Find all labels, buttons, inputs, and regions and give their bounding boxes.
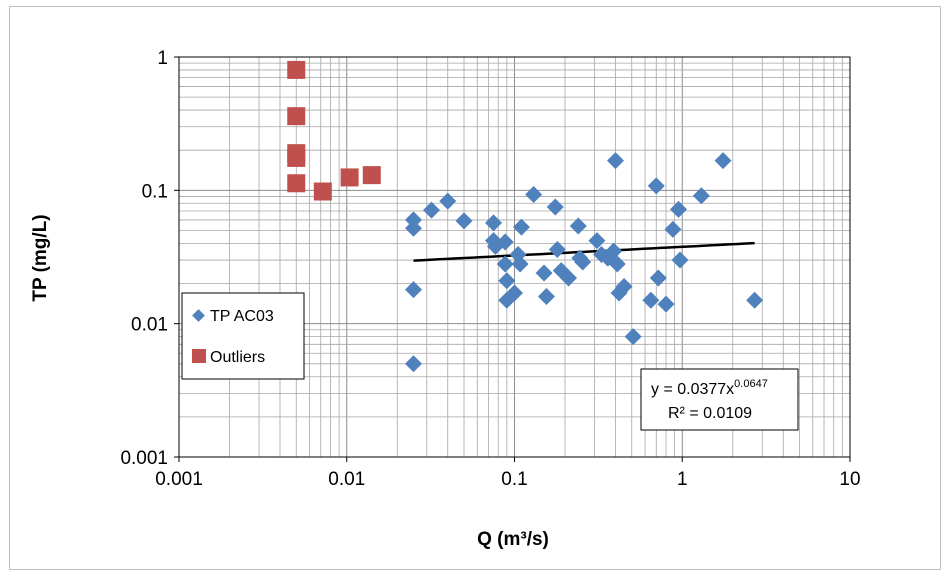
data-point-outlier	[313, 182, 332, 201]
x-tick-label: 0.1	[501, 469, 527, 490]
data-point-tp-ac03	[588, 232, 606, 250]
data-point-tp-ac03	[624, 328, 642, 346]
data-point-outlier	[287, 148, 306, 167]
y-tick-label: 0.01	[131, 315, 168, 336]
data-point-outlier	[287, 60, 306, 79]
power-trendline	[413, 241, 755, 262]
data-point-tp-ac03	[525, 186, 543, 204]
trendline-r-squared: R² = 0.0109	[668, 405, 752, 422]
data-point-tp-ac03	[511, 255, 529, 273]
x-axis-title: Q (m³/s)	[477, 529, 549, 550]
legend-marker-tp-ac03	[192, 309, 205, 322]
data-point-outlier	[362, 166, 381, 185]
x-tick-label: 0.01	[328, 469, 365, 490]
trendline-equation-box: y = 0.0377x0.0647 R² = 0.0109	[640, 368, 799, 431]
data-point-tp-ac03	[714, 152, 732, 170]
data-point-tp-ac03	[506, 284, 523, 302]
data-point-outlier	[287, 107, 306, 126]
x-tick-label: 0.001	[155, 469, 203, 490]
data-point-tp-ac03	[615, 277, 633, 295]
data-point-tp-ac03	[546, 198, 564, 216]
legend-marker-outliers	[192, 349, 206, 363]
data-point-tp-ac03	[455, 212, 473, 230]
x-tick-label: 10	[839, 469, 860, 490]
data-point-tp-ac03	[574, 253, 592, 271]
y-axis-title: TP (mg/L)	[30, 214, 51, 301]
data-point-tp-ac03	[405, 219, 423, 237]
y-tick-label: 1	[157, 48, 168, 69]
data-point-tp-ac03	[496, 255, 514, 273]
legend-label-tp-ac03: TP AC03	[210, 308, 274, 325]
data-point-tp-ac03	[512, 218, 530, 236]
data-point-tp-ac03	[535, 264, 553, 282]
data-point-tp-ac03	[605, 242, 623, 260]
legend-box	[181, 292, 305, 380]
data-point-tp-ac03	[649, 269, 667, 287]
equation-exponent: 0.0647	[734, 378, 768, 390]
data-point-outlier	[287, 174, 306, 193]
data-point-outlier	[340, 168, 359, 187]
data-point-tp-ac03	[405, 281, 423, 299]
trendline	[413, 241, 755, 262]
trendline-equation: y = 0.0377x0.0647	[651, 378, 768, 398]
legend-label-outliers: Outliers	[210, 349, 265, 366]
data-point-tp-ac03	[405, 355, 423, 373]
y-tick-label: 0.1	[142, 181, 168, 202]
legend: TP AC03 Outliers	[181, 292, 305, 380]
equation-box-frame	[640, 368, 799, 431]
data-point-tp-ac03	[692, 187, 710, 205]
data-point-tp-ac03	[746, 291, 764, 309]
equation-base: y = 0.0377x	[651, 381, 734, 398]
data-point-tp-ac03	[671, 251, 689, 269]
data-point-tp-ac03	[608, 255, 626, 273]
data-point-tp-ac03	[498, 272, 516, 290]
data-point-tp-ac03	[606, 152, 624, 170]
data-point-tp-ac03	[439, 192, 457, 210]
chart-area	[9, 6, 941, 570]
data-points	[287, 60, 764, 373]
data-point-tp-ac03	[548, 240, 566, 258]
data-point-tp-ac03	[422, 201, 440, 219]
data-point-tp-ac03	[664, 220, 682, 238]
tick-labels: 0.001 0.01 0.1 1 10 0.001 0.01 0.1 1	[120, 48, 860, 490]
x-tick-label: 1	[677, 469, 688, 490]
data-point-tp-ac03	[642, 291, 660, 309]
data-point-tp-ac03	[670, 200, 688, 218]
y-tick-label: 0.001	[120, 448, 168, 469]
data-point-tp-ac03	[569, 217, 587, 235]
data-point-tp-ac03	[647, 177, 665, 195]
data-point-tp-ac03	[485, 214, 503, 232]
data-point-tp-ac03	[537, 287, 555, 305]
data-point-tp-ac03	[657, 295, 675, 313]
data-point-tp-ac03	[496, 233, 514, 251]
data-point-tp-ac03	[560, 269, 578, 287]
